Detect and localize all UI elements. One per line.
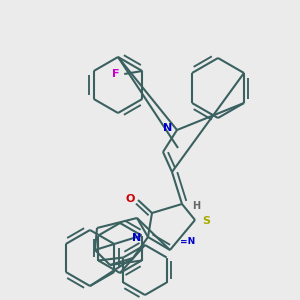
Text: S: S xyxy=(202,216,210,226)
Text: O: O xyxy=(125,194,135,204)
Text: N: N xyxy=(132,233,142,243)
Text: F: F xyxy=(112,69,120,79)
Text: =N: =N xyxy=(180,238,196,247)
Text: H: H xyxy=(192,201,200,211)
Text: N: N xyxy=(164,123,172,133)
